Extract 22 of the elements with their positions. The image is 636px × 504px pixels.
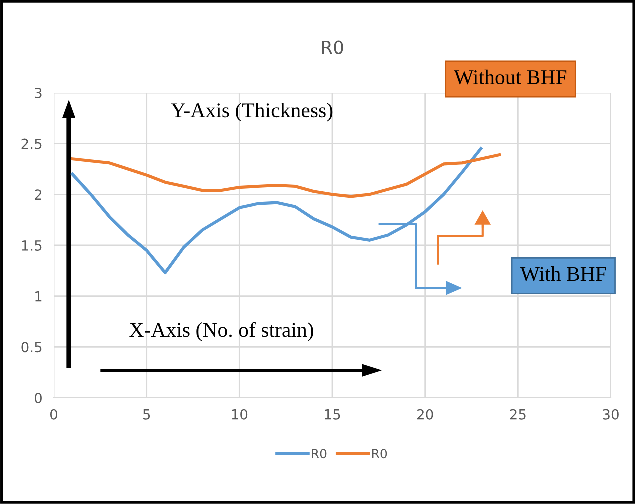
x-tick-label: 20 [418, 409, 434, 420]
annotation: X-Axis (No. of strain) [130, 322, 314, 342]
x-tick-label: 5 [143, 410, 150, 420]
text: Without BHF [454, 70, 567, 85]
chart-title: R0 [322, 40, 344, 54]
y-tick-label: 3 [35, 88, 42, 98]
y-tick-label: 2 [35, 190, 42, 200]
x-tick-label: 0 [50, 409, 58, 420]
legend-label: R0 [312, 449, 327, 459]
line-series [71, 153, 502, 198]
y-tick-label: 1.5 [22, 240, 42, 251]
y-tick-label: 0 [34, 392, 42, 404]
y-tick-label: 1 [36, 291, 42, 302]
annotation: Y-Axis (Thickness) [171, 102, 333, 122]
x-tick-label: 25 [510, 409, 526, 420]
annotation: With BHF [520, 266, 606, 282]
y-tick-label: 2.5 [22, 138, 42, 150]
x-tick-label: 30 [603, 409, 619, 420]
x-tick-label: 10 [232, 409, 248, 420]
y-tick-label: 0.5 [22, 342, 42, 353]
legend-label: R0 [372, 449, 388, 459]
x-tick-label: 15 [325, 410, 340, 420]
